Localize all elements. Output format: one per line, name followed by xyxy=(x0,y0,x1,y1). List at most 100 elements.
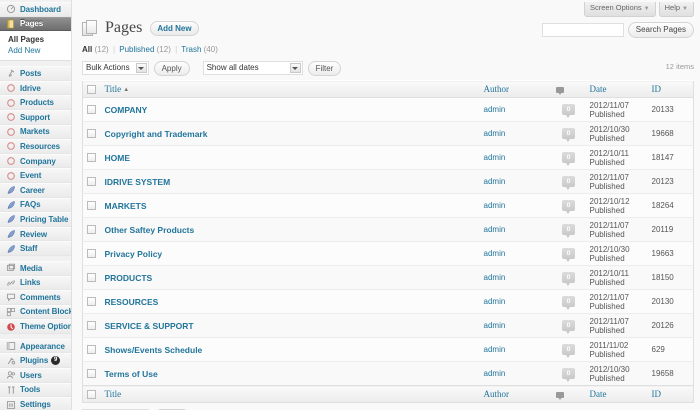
row-checkbox-cell[interactable] xyxy=(82,265,101,290)
screen-options-button[interactable]: Screen Options ▼ xyxy=(583,2,656,17)
sidebar-item-dashboard[interactable]: Dashboard xyxy=(0,2,71,17)
search-pages-button[interactable]: Search Pages xyxy=(627,22,694,38)
row-checkbox-cell[interactable] xyxy=(82,313,101,338)
row-checkbox[interactable] xyxy=(87,225,96,235)
row-checkbox-cell[interactable] xyxy=(82,97,101,122)
page-title-link[interactable]: PRODUCTS xyxy=(104,272,153,283)
comment-count-bubble[interactable]: 0 xyxy=(562,176,575,190)
row-checkbox-cell[interactable] xyxy=(82,289,101,314)
sidebar-item-career[interactable]: Career xyxy=(0,182,71,198)
row-checkbox-cell[interactable] xyxy=(82,121,101,146)
table-row[interactable]: Privacy Policy admin 0 2012/10/30 Published 1… xyxy=(82,241,694,266)
author-link[interactable]: admin xyxy=(483,369,506,378)
filter-all[interactable]: All xyxy=(82,45,93,54)
author-link[interactable]: admin xyxy=(483,153,506,162)
sidebar-item-plugins[interactable]: Plugins 9 xyxy=(0,353,71,369)
sidebar-item-support[interactable]: Support xyxy=(0,109,71,125)
table-row[interactable]: MARKETS admin 0 2012/10/12 Published 18264 xyxy=(82,193,694,218)
author-link[interactable]: admin xyxy=(483,321,506,330)
row-checkbox[interactable] xyxy=(87,345,96,355)
select-all-checkbox[interactable] xyxy=(87,85,96,95)
row-checkbox-cell[interactable] xyxy=(82,241,101,266)
author-link[interactable]: admin xyxy=(483,129,506,138)
comment-count-bubble[interactable]: 0 xyxy=(562,320,575,334)
search-input[interactable] xyxy=(541,23,624,37)
sidebar-item-content-blocks[interactable]: Content Blocks xyxy=(0,304,71,320)
page-title-link[interactable]: Shows/Events Schedule xyxy=(104,344,203,355)
sidebar-item-tools[interactable]: Tools xyxy=(0,382,71,398)
sidebar-item-company[interactable]: Company xyxy=(0,153,71,169)
page-title-link[interactable]: IDRIVE SYSTEM xyxy=(104,176,171,187)
sidebar-item-comments[interactable]: Comments xyxy=(0,290,71,305)
row-checkbox[interactable] xyxy=(87,321,96,331)
author-link[interactable]: admin xyxy=(483,273,506,282)
author-link[interactable]: admin xyxy=(483,225,506,234)
row-checkbox-cell[interactable] xyxy=(82,145,101,170)
row-checkbox[interactable] xyxy=(87,105,96,115)
page-title-link[interactable]: Copyright and Trademark xyxy=(104,128,208,139)
sidebar-item-markets[interactable]: Markets xyxy=(0,124,71,140)
column-author[interactable]: Author xyxy=(479,80,552,98)
comment-count-bubble[interactable]: 0 xyxy=(562,104,575,118)
sidebar-item-appearance[interactable]: Appearance xyxy=(0,338,71,354)
sidebar-item-event[interactable]: Event xyxy=(0,168,71,183)
comment-count-bubble[interactable]: 0 xyxy=(562,296,575,310)
add-new-button[interactable]: Add New xyxy=(150,20,199,36)
row-checkbox[interactable] xyxy=(87,297,96,307)
comment-count-bubble[interactable]: 0 xyxy=(562,272,575,286)
sidebar-item-staff[interactable]: Staff xyxy=(0,241,71,256)
author-link[interactable]: admin xyxy=(483,297,506,306)
row-checkbox[interactable] xyxy=(87,273,96,283)
author-link[interactable]: admin xyxy=(483,345,506,354)
table-row[interactable]: PRODUCTS admin 0 2012/10/11 Published 18150 xyxy=(82,265,694,290)
sidebar-item-posts[interactable]: Posts xyxy=(0,66,71,81)
author-link[interactable]: admin xyxy=(483,249,506,258)
author-link[interactable]: admin xyxy=(483,201,506,210)
row-checkbox[interactable] xyxy=(87,129,96,139)
select-all-checkbox[interactable] xyxy=(87,390,96,400)
page-title-link[interactable]: COMPANY xyxy=(104,104,148,115)
row-checkbox[interactable] xyxy=(87,249,96,259)
row-checkbox[interactable] xyxy=(87,177,96,187)
bulk-actions-select-top[interactable]: Bulk Actions xyxy=(82,61,149,75)
page-title-link[interactable]: HOME xyxy=(104,152,131,163)
sidebar-item-pages[interactable]: Pages xyxy=(0,16,71,32)
apply-button-top[interactable]: Apply xyxy=(153,60,190,76)
comment-count-bubble[interactable]: 0 xyxy=(562,368,575,382)
table-row[interactable]: Shows/Events Schedule admin 0 2011/11/02 Pub… xyxy=(82,337,694,362)
select-all-footer[interactable] xyxy=(82,385,101,403)
row-checkbox-cell[interactable] xyxy=(82,361,101,386)
filter-trash[interactable]: Trash xyxy=(181,45,202,54)
column-title[interactable]: Title ▲ xyxy=(100,80,480,98)
row-checkbox[interactable] xyxy=(87,201,96,211)
column-date[interactable]: Date xyxy=(585,80,648,98)
comment-count-bubble[interactable]: 0 xyxy=(562,200,575,214)
table-row[interactable]: Copyright and Trademark admin 0 2012/10/30 P… xyxy=(82,121,694,146)
comment-count-bubble[interactable]: 0 xyxy=(562,224,575,238)
row-checkbox[interactable] xyxy=(87,153,96,163)
author-link[interactable]: admin xyxy=(483,177,506,186)
table-row[interactable]: RESOURCES admin 0 2012/11/07 Published 20130 xyxy=(82,289,694,314)
submenu-all-pages[interactable]: All Pages xyxy=(8,35,45,45)
column-comments[interactable] xyxy=(551,80,586,98)
select-all-header[interactable] xyxy=(82,80,101,98)
date-filter-select[interactable]: Show all dates xyxy=(202,61,303,75)
page-title-link[interactable]: RESOURCES xyxy=(104,296,159,307)
sidebar-item-resources[interactable]: Resources xyxy=(0,139,71,154)
row-checkbox-cell[interactable] xyxy=(82,337,101,362)
comment-count-bubble[interactable]: 0 xyxy=(562,344,575,358)
sidebar-item-review[interactable]: Review xyxy=(0,226,71,242)
page-title-link[interactable]: Terms of Use xyxy=(104,368,158,379)
comment-count-bubble[interactable]: 0 xyxy=(562,152,575,166)
row-checkbox-cell[interactable] xyxy=(82,193,101,218)
sidebar-item-settings[interactable]: Settings xyxy=(0,397,71,410)
page-title-link[interactable]: SERVICE & SUPPORT xyxy=(104,320,194,331)
page-title-link[interactable]: Other Saftey Products xyxy=(104,224,195,235)
table-row[interactable]: COMPANY admin 0 2012/11/07 Published 20133 xyxy=(82,97,694,122)
sidebar-item-pricing-table[interactable]: Pricing Table xyxy=(0,212,71,227)
sidebar-item-products[interactable]: Products xyxy=(0,95,71,110)
table-row[interactable]: HOME admin 0 2012/10/11 Published 18147 xyxy=(82,145,694,170)
column-comments-footer[interactable] xyxy=(551,385,586,403)
row-checkbox-cell[interactable] xyxy=(82,169,101,194)
help-button[interactable]: Help ▼ xyxy=(658,2,694,17)
